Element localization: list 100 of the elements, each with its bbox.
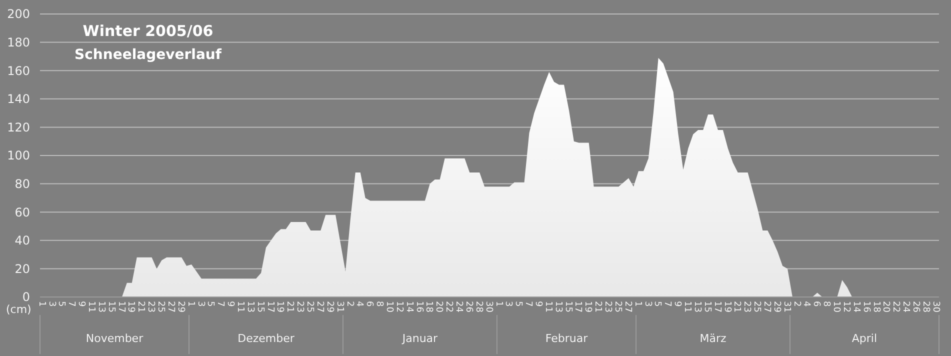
- x-tick-label: 7: [523, 301, 534, 307]
- text: April: [852, 332, 878, 345]
- text: Januar: [401, 332, 438, 345]
- x-tick-label: 15: [254, 301, 265, 312]
- x-tick-label: 11: [682, 301, 692, 312]
- x-tick-label: 15: [562, 301, 573, 312]
- x-tick-label: 20: [434, 301, 444, 313]
- text: November: [86, 332, 144, 345]
- x-tick-label: 5: [56, 301, 66, 307]
- x-tick-label: 16: [860, 301, 871, 313]
- x-tick-label: 4: [801, 301, 812, 307]
- text: Winter 2005/06: [82, 22, 214, 40]
- x-tick-label: 24: [900, 301, 911, 313]
- x-tick-label: 21: [136, 301, 146, 312]
- y-tick-label: 0: [22, 290, 30, 304]
- x-tick-label: 3: [195, 301, 206, 307]
- x-tick-label: 31: [781, 301, 792, 312]
- x-tick-label: 16: [414, 301, 424, 313]
- x-tick-label: 27: [622, 301, 632, 312]
- x-tick-label: 9: [225, 301, 236, 307]
- x-tick-label: 29: [175, 301, 186, 313]
- x-tick-label: 21: [732, 301, 742, 312]
- x-tick-label: 17: [264, 301, 275, 312]
- y-tick-label: 20: [14, 262, 30, 276]
- x-tick-label: 8: [374, 301, 384, 307]
- x-tick-label: 10: [384, 301, 394, 313]
- y-tick-label: 180: [7, 36, 30, 50]
- x-tick-label: 2: [344, 301, 354, 307]
- x-tick-label: 1: [36, 301, 46, 307]
- x-tick-label: 25: [752, 301, 762, 312]
- x-tick-label: 30: [483, 301, 494, 313]
- x-tick-label: 12: [840, 301, 851, 312]
- y-tick-label: 40: [14, 234, 30, 248]
- x-tick-label: 1: [632, 301, 642, 307]
- x-tick-label: 2: [791, 301, 802, 307]
- x-tick-label: 26: [463, 301, 474, 313]
- x-tick-label: 9: [533, 301, 544, 307]
- x-tick-label: 1: [493, 301, 504, 307]
- x-tick-label: 28: [473, 301, 484, 313]
- x-tick-label: 5: [652, 301, 662, 307]
- x-tick-label: 23: [742, 301, 752, 312]
- x-tick-label: 19: [582, 301, 593, 313]
- x-tick-label: 25: [304, 301, 315, 312]
- x-tick-label: 9: [672, 301, 682, 307]
- y-tick-label: 80: [14, 177, 30, 191]
- x-tick-label: 13: [552, 301, 563, 312]
- x-tick-label: 11: [542, 301, 553, 312]
- x-tick-label: 11: [235, 301, 246, 312]
- x-tick-label: 3: [642, 301, 652, 307]
- x-tick-label: 31: [334, 301, 344, 312]
- y-tick-label: 160: [7, 64, 30, 78]
- x-tick-label: 5: [205, 301, 216, 307]
- x-tick-label: 25: [156, 301, 166, 312]
- x-tick-label: 6: [811, 301, 822, 307]
- x-tick-label: 15: [106, 301, 116, 312]
- x-tick-label: 26: [910, 301, 920, 313]
- text: Schneelageverlauf: [74, 47, 222, 63]
- x-tick-label: 24: [454, 301, 464, 313]
- x-tick-label: 28: [920, 301, 930, 313]
- y-tick-label: 140: [7, 92, 30, 106]
- x-tick-label: 3: [46, 301, 56, 307]
- x-tick-label: 18: [870, 301, 881, 313]
- x-tick-label: 1: [185, 301, 196, 307]
- x-tick-label: 21: [284, 301, 295, 312]
- x-tick-label: 19: [722, 301, 732, 313]
- x-tick-label: 17: [712, 301, 722, 312]
- text: März: [700, 332, 726, 345]
- x-tick-label: 9: [76, 301, 86, 307]
- x-tick-label: 7: [662, 301, 672, 307]
- x-tick-label: 27: [761, 301, 772, 312]
- y-tick-label: 60: [14, 205, 30, 220]
- x-tick-label: 3: [503, 301, 514, 307]
- x-tick-label: 13: [692, 301, 702, 312]
- x-tick-label: 23: [602, 301, 613, 312]
- x-tick-label: 22: [444, 301, 454, 312]
- y-tick-label: 120: [7, 120, 30, 134]
- x-tick-label: 29: [771, 301, 782, 313]
- x-tick-label: 14: [850, 301, 861, 313]
- y-tick-label: 100: [7, 148, 30, 163]
- x-tick-label: 30: [930, 301, 940, 313]
- x-tick-label: 17: [116, 301, 126, 312]
- text: Februar: [545, 332, 588, 345]
- x-tick-label: 20: [880, 301, 891, 313]
- x-tick-label: 7: [215, 301, 226, 307]
- x-tick-label: 10: [831, 301, 842, 313]
- x-tick-label: 23: [146, 301, 156, 312]
- x-tick-label: 15: [702, 301, 712, 312]
- x-tick-label: 27: [165, 301, 176, 312]
- x-tick-label: 21: [592, 301, 603, 312]
- x-tick-label: 25: [612, 301, 622, 312]
- x-tick-label: 17: [572, 301, 583, 312]
- y-tick-label: 200: [7, 7, 30, 22]
- x-tick-label: 6: [364, 301, 374, 307]
- y-axis-title: (cm): [6, 303, 32, 316]
- x-tick-label: 19: [126, 301, 136, 313]
- x-tick-label: 7: [66, 301, 76, 307]
- x-tick-label: 5: [513, 301, 524, 307]
- x-tick-label: 13: [96, 301, 106, 312]
- x-tick-label: 18: [424, 301, 434, 313]
- x-tick-label: 29: [324, 301, 334, 313]
